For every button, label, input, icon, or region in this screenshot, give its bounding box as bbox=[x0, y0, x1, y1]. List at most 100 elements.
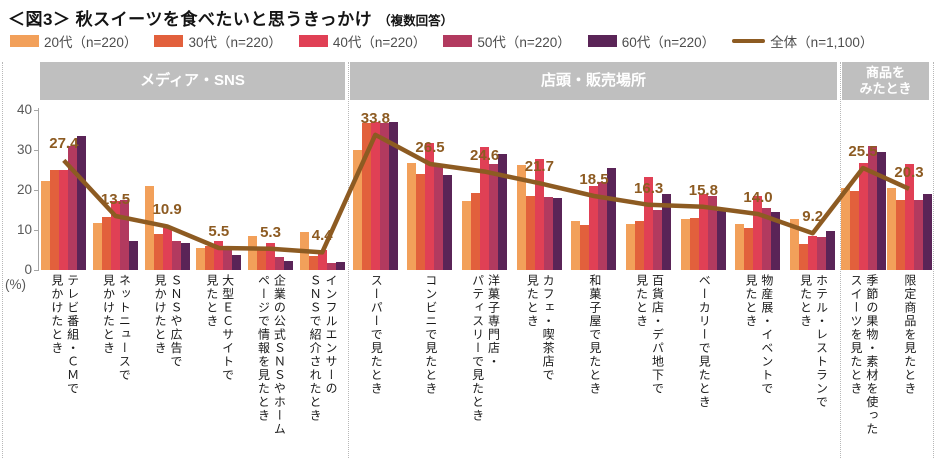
bar bbox=[335, 262, 345, 270]
bar bbox=[171, 240, 181, 270]
category-label-text: インフルエンサーの ＳＮＳで紹介されたとき bbox=[308, 274, 338, 423]
bar bbox=[462, 200, 472, 270]
legend-label: 全体（n=1,100） bbox=[770, 35, 874, 50]
bar bbox=[180, 242, 190, 270]
category-label-text: ベーカリーで見たとき bbox=[697, 274, 712, 409]
bar bbox=[110, 200, 120, 270]
bar-group bbox=[193, 110, 245, 270]
bar-group bbox=[676, 110, 731, 270]
legend-item: 60代（n=220） bbox=[587, 31, 715, 51]
y-axis-tick bbox=[34, 150, 39, 151]
section-header: 店頭・販売場所 bbox=[350, 62, 837, 100]
bar-group bbox=[38, 110, 90, 270]
overall-value-label: 16.3 bbox=[634, 179, 664, 197]
bar bbox=[571, 220, 581, 270]
legend-color-swatch bbox=[443, 35, 473, 47]
y-tick-label: 20 bbox=[16, 182, 32, 197]
bar bbox=[598, 181, 608, 270]
category-label: 限定商品を見たとき bbox=[886, 274, 932, 460]
category-label: 大型ＥＣサイトで 見たとき bbox=[193, 274, 245, 460]
category-label: 和菓子屋で見たとき bbox=[567, 274, 622, 460]
legend-item: 40代（n=220） bbox=[298, 31, 426, 51]
section-separator bbox=[2, 62, 3, 458]
bar bbox=[434, 166, 444, 270]
bar bbox=[525, 195, 535, 270]
bar-group bbox=[886, 110, 932, 270]
bar bbox=[635, 220, 645, 270]
category-label: インフルエンサーの ＳＮＳで紹介されたとき bbox=[296, 274, 348, 460]
legend-color-swatch bbox=[154, 35, 184, 47]
category-label-text: 季節の果物・素材を使った スイーツを見たとき bbox=[849, 274, 879, 436]
category-label: ネットニュースで 見かけたとき bbox=[90, 274, 142, 460]
chart-title: ＜図3＞ 秋スイーツを食べたいと思うきっかけ bbox=[8, 10, 373, 29]
category-label: ホテル・レストランで 見たとき bbox=[785, 274, 840, 460]
chart-title-note: （複数回答） bbox=[378, 14, 454, 28]
category-label: ベーカリーで見たとき bbox=[676, 274, 731, 460]
bar bbox=[128, 240, 138, 270]
bar bbox=[534, 159, 544, 270]
bar bbox=[425, 142, 435, 270]
overall-value-label: 9.2 bbox=[802, 208, 824, 226]
y-tick-label: 30 bbox=[16, 142, 32, 157]
category-label-text: 百貨店・デパ地下で 見たとき bbox=[634, 274, 665, 396]
bar bbox=[644, 177, 654, 270]
category-label: 企業の公式ＳＮＳやホーム ページで情報を見たとき bbox=[245, 274, 297, 460]
category-label: 季節の果物・素材を使った スイーツを見たとき bbox=[840, 274, 886, 460]
category-label-text: テレビ番組・ＣＭで 見かけたとき bbox=[49, 274, 80, 396]
legend-label: 50代（n=220） bbox=[477, 35, 571, 50]
overall-value-label: 14.0 bbox=[743, 189, 773, 206]
bar bbox=[552, 198, 562, 270]
category-label: コンビニで見たとき bbox=[403, 274, 458, 460]
bar bbox=[223, 250, 233, 270]
bar-group bbox=[840, 110, 886, 270]
category-label-text: 物産展・イベントで 見たとき bbox=[743, 274, 774, 396]
bar bbox=[626, 224, 636, 270]
bar bbox=[580, 225, 590, 270]
legend-label: 30代（n=220） bbox=[188, 35, 282, 50]
bar bbox=[283, 260, 293, 270]
bar bbox=[59, 170, 69, 270]
bar bbox=[808, 235, 818, 270]
bar bbox=[771, 212, 781, 270]
bar bbox=[589, 186, 599, 270]
category-label: カフェ・喫茶店で 見たとき bbox=[512, 274, 567, 460]
chart-title-row: ＜図3＞ 秋スイーツを食べたいと思うきっかけ （複数回答） bbox=[8, 5, 453, 30]
category-label: スーパーで見たとき bbox=[348, 274, 403, 460]
bar bbox=[205, 246, 215, 270]
bar-group bbox=[457, 110, 512, 270]
bar bbox=[256, 248, 266, 270]
bar bbox=[407, 162, 417, 270]
bar bbox=[790, 218, 800, 270]
overall-value-label: 21.7 bbox=[524, 158, 554, 176]
bar bbox=[849, 191, 859, 270]
category-label: 物産展・イベントで 見たとき bbox=[731, 274, 786, 460]
overall-value-label: 15.8 bbox=[688, 181, 718, 199]
category-label-text: 洋菓子専門店・ パティスリーで見たとき bbox=[470, 274, 501, 423]
bar bbox=[858, 163, 868, 270]
y-tick-label: 40 bbox=[16, 102, 32, 117]
bar bbox=[698, 193, 708, 270]
bar bbox=[840, 187, 850, 270]
section-header: メディア・SNS bbox=[40, 62, 345, 100]
bar-group bbox=[731, 110, 786, 270]
legend-item: 50代（n=220） bbox=[443, 31, 571, 51]
legend-item: 全体（n=1,100） bbox=[732, 31, 873, 51]
bar bbox=[379, 122, 389, 270]
legend-item: 20代（n=220） bbox=[10, 31, 137, 51]
bar bbox=[471, 192, 481, 270]
overall-value-label: 18.5 bbox=[579, 171, 609, 188]
y-axis-tick bbox=[34, 270, 39, 271]
category-label-text: ネットニュースで 見かけたとき bbox=[101, 274, 132, 382]
bar bbox=[68, 146, 78, 270]
legend-line-swatch bbox=[732, 39, 766, 43]
bar bbox=[886, 187, 896, 270]
bar bbox=[913, 199, 923, 270]
bar bbox=[762, 208, 772, 270]
bar bbox=[308, 255, 318, 270]
bar bbox=[716, 210, 726, 270]
bar bbox=[265, 242, 275, 270]
overall-value-label: 27.4 bbox=[49, 135, 79, 153]
bar-group bbox=[90, 110, 142, 270]
overall-value-label: 25.5 bbox=[848, 143, 878, 160]
legend-color-swatch bbox=[10, 35, 39, 47]
